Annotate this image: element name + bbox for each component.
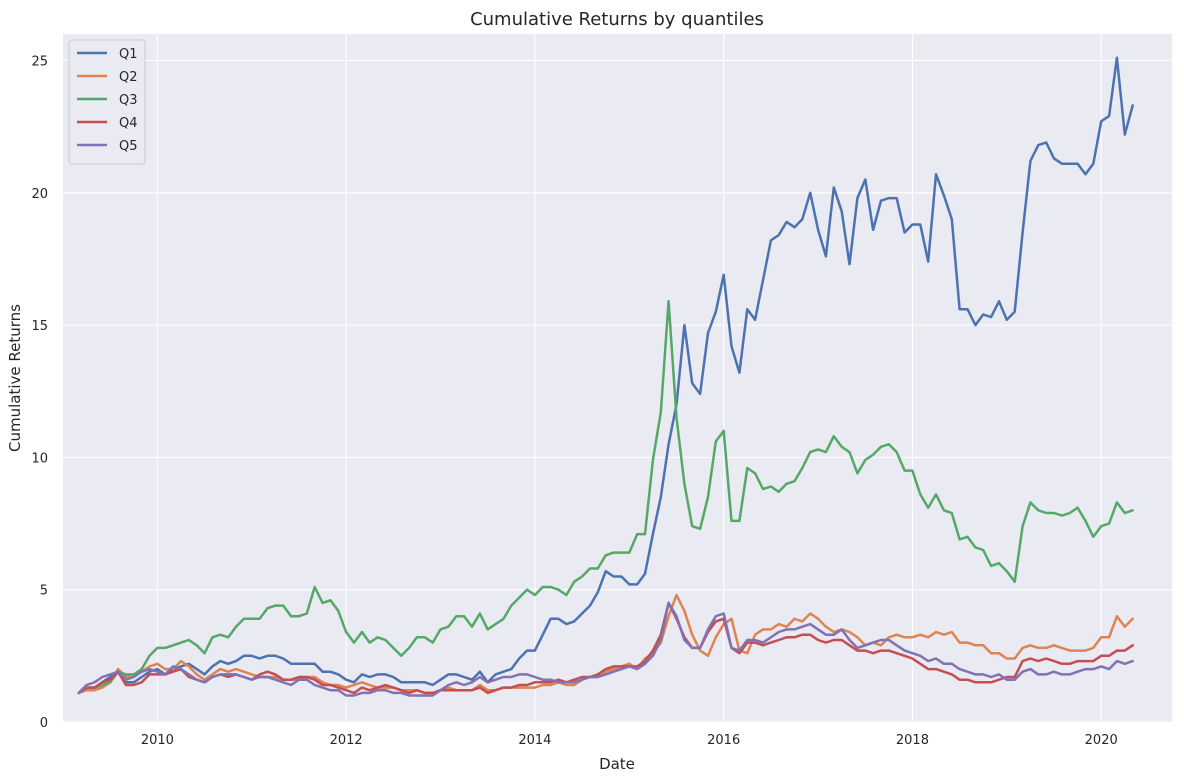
y-ticks: 0 5 10 15 20 25	[31, 54, 48, 731]
x-tick-label: 2020	[1085, 733, 1118, 748]
series-line-q3	[77, 300, 1134, 695]
chart-title: Cumulative Returns by quantiles	[470, 9, 764, 30]
y-tick-label: 0	[40, 716, 48, 731]
legend-label-q5: Q5	[119, 139, 138, 154]
legend-label-q1: Q1	[119, 47, 138, 62]
y-tick-label: 25	[31, 54, 48, 69]
y-tick-label: 5	[40, 584, 48, 599]
series-layer	[77, 56, 1134, 697]
x-tick-label: 2012	[330, 733, 363, 748]
x-tick-label: 2016	[707, 733, 740, 748]
y-tick-label: 20	[31, 187, 48, 202]
legend-box	[68, 39, 146, 165]
series-line-q2	[77, 593, 1134, 695]
legend: Q1 Q2 Q3 Q4 Q5	[68, 39, 146, 165]
legend-label-q2: Q2	[119, 70, 138, 85]
x-ticks: 2010 2012 2014 2016 2018 2020	[141, 733, 1118, 748]
legend-label-q3: Q3	[119, 93, 138, 108]
grid	[63, 34, 1172, 723]
legend-label-q4: Q4	[119, 116, 138, 131]
x-tick-label: 2014	[518, 733, 551, 748]
y-axis-label: Cumulative Returns	[6, 304, 24, 452]
series-line-q5	[77, 601, 1134, 697]
plot-background	[63, 34, 1172, 722]
x-tick-label: 2018	[896, 733, 929, 748]
y-tick-label: 10	[31, 451, 48, 466]
x-tick-label: 2010	[141, 733, 174, 748]
series-line-q1	[77, 56, 1134, 695]
x-axis-label: Date	[599, 755, 635, 773]
y-tick-label: 15	[31, 319, 48, 334]
